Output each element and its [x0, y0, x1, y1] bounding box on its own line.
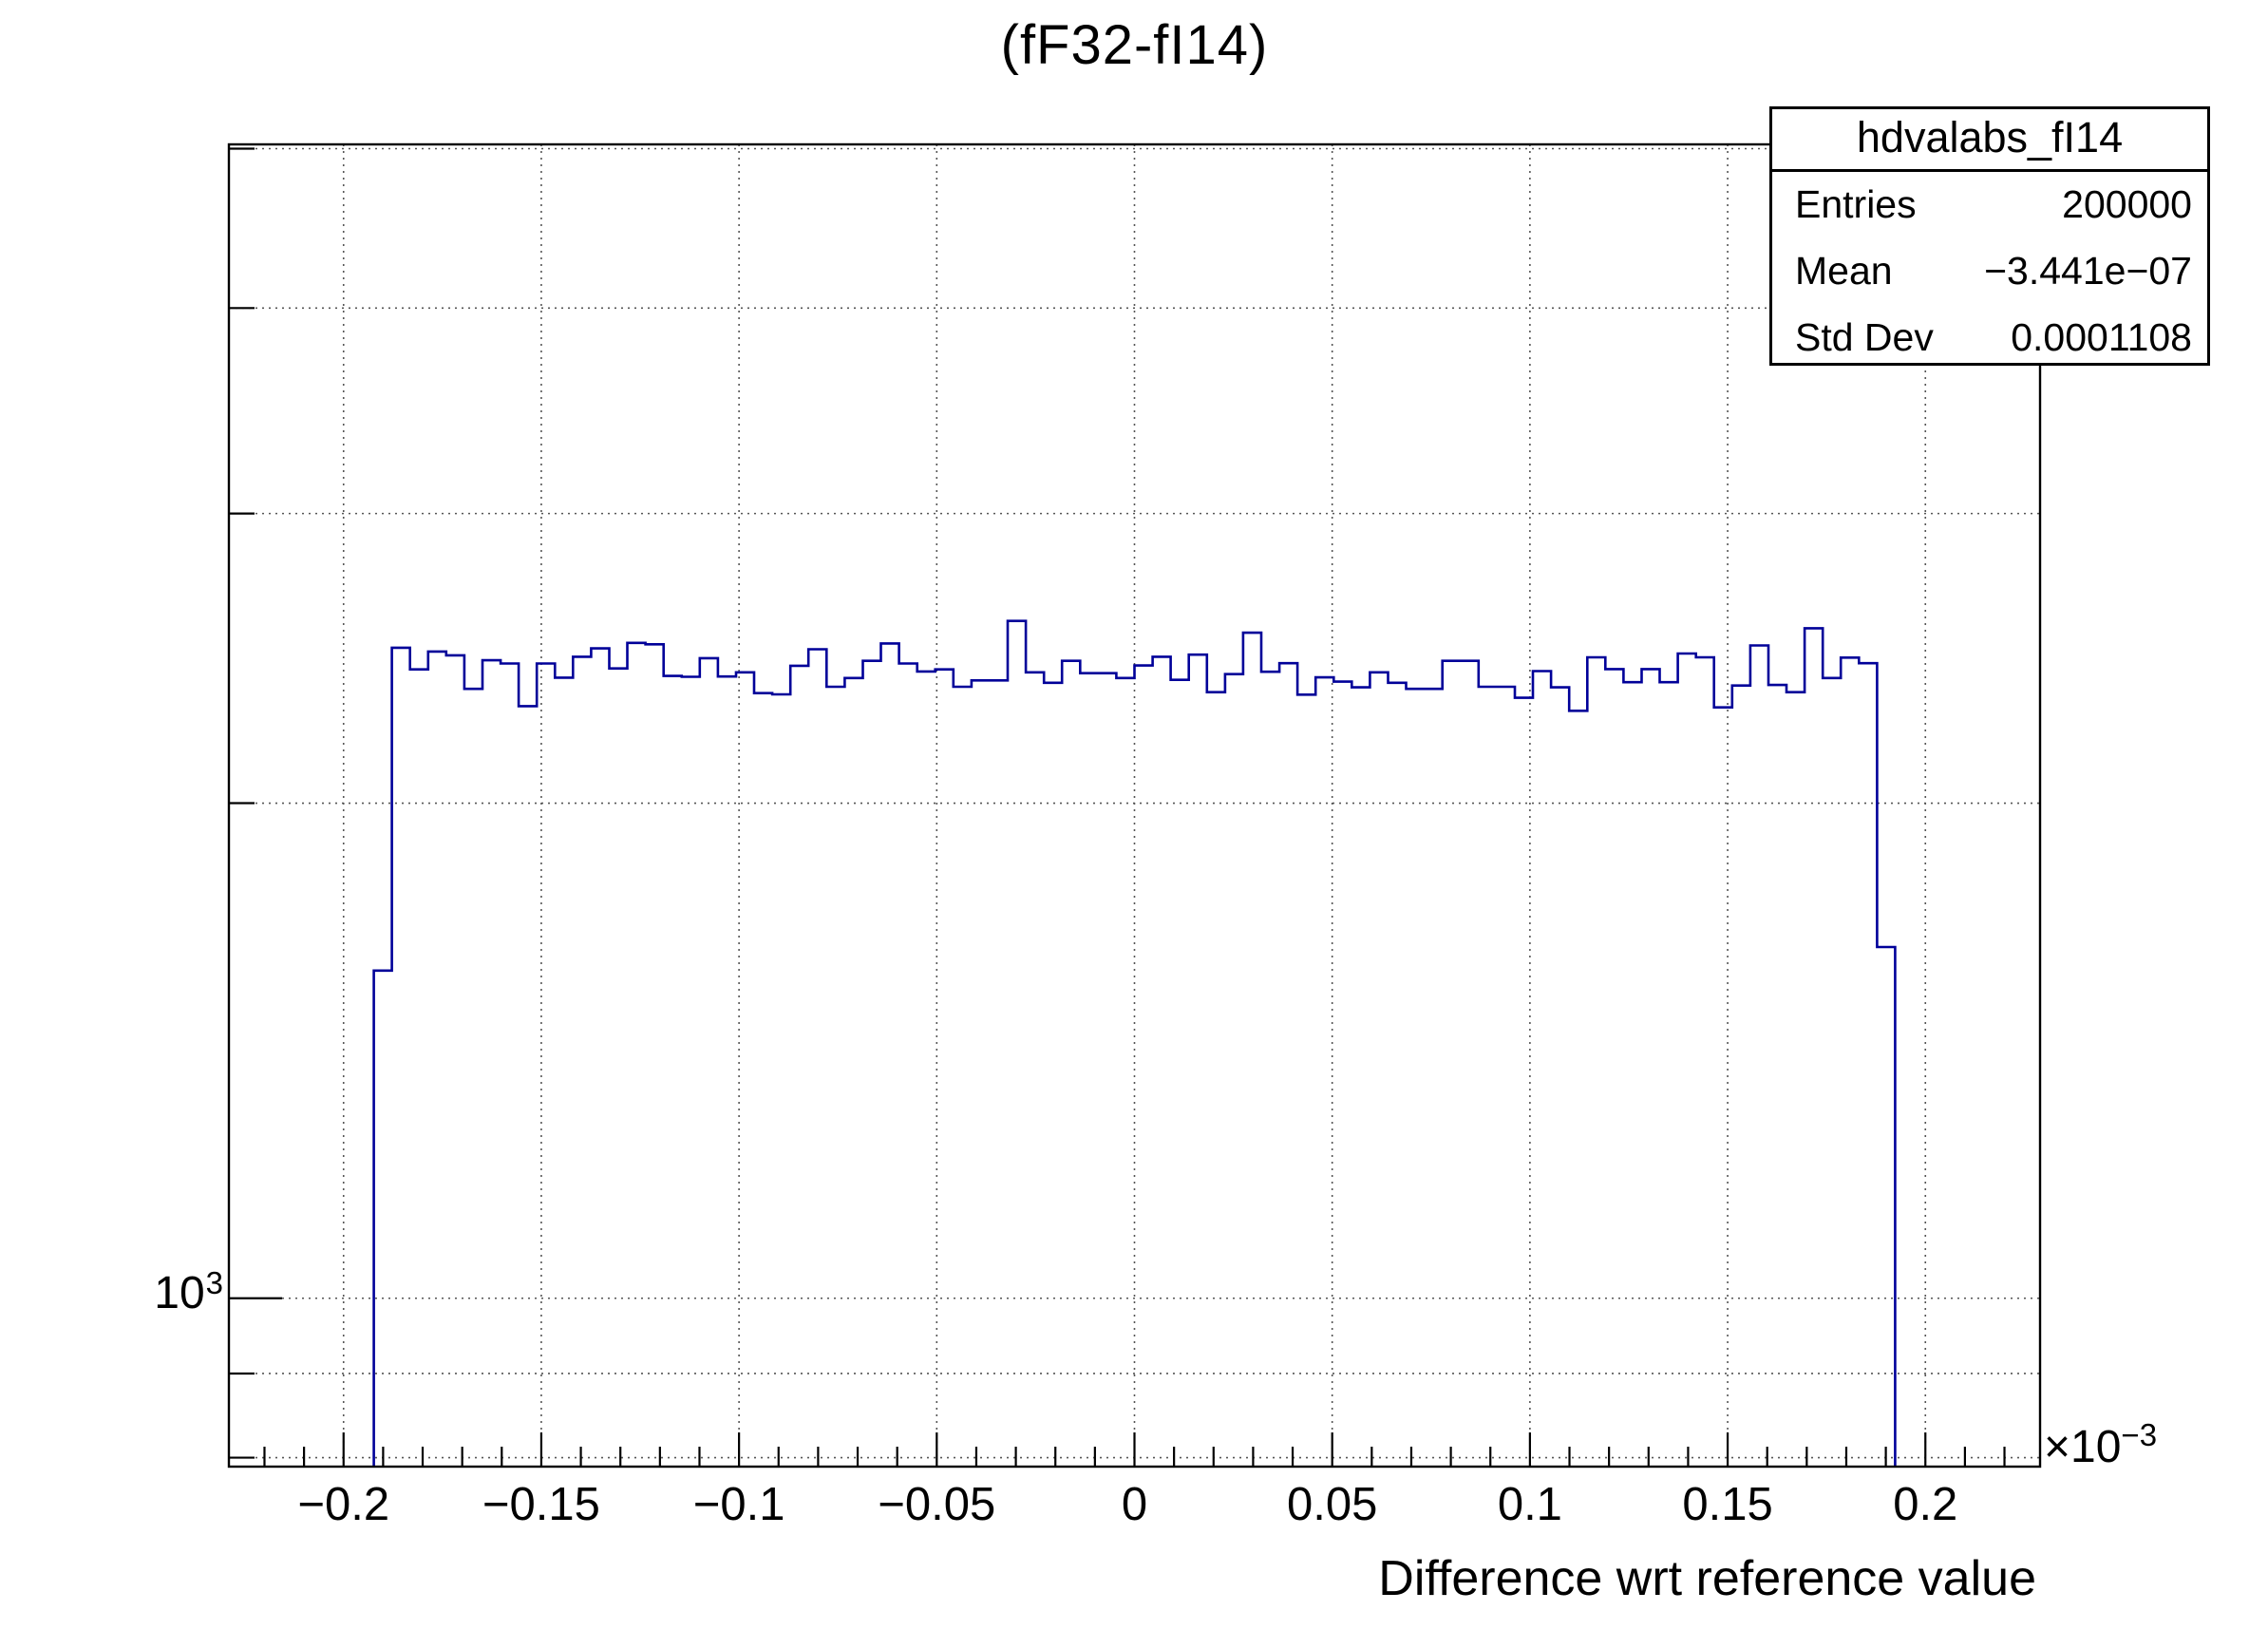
gridlines	[229, 144, 2040, 1467]
stats-label: Mean	[1795, 248, 1893, 293]
stats-box-rows: Entries 200000 Mean −3.441e−07 Std Dev 0…	[1772, 172, 2207, 369]
x-axis-title: Difference wrt reference value	[1378, 1551, 2036, 1606]
histogram-line	[372, 619, 1897, 1467]
y-tick-exponent: 3	[205, 1265, 223, 1300]
stats-row-stddev: Std Dev 0.0001108	[1795, 313, 2192, 363]
x-axis-multiplier: ×10−3	[2044, 1419, 2157, 1470]
x-tick-label: 0.15	[1682, 1479, 1773, 1530]
histogram	[372, 619, 1897, 1467]
y-axis-tick-label: 103	[95, 1265, 223, 1318]
x-multiplier-exponent: −3	[2121, 1417, 2158, 1452]
y-tick-base: 10	[154, 1268, 205, 1318]
stats-label: Std Dev	[1795, 314, 1934, 359]
x-tick-label: −0.1	[692, 1479, 785, 1530]
x-tick-label: −0.2	[297, 1479, 390, 1530]
chart-title: (fF32-fI14)	[1000, 14, 1269, 76]
stats-value: 200000	[2062, 182, 2192, 226]
x-tick-label: 0	[1121, 1479, 1148, 1530]
axis-ticks	[229, 147, 2006, 1467]
x-multiplier-base: ×10	[2044, 1422, 2122, 1472]
x-tick-label: 0.05	[1287, 1479, 1378, 1530]
x-tick-label: −0.15	[482, 1479, 600, 1530]
stats-box: hdvalabs_fI14 Entries 200000 Mean −3.441…	[1769, 106, 2210, 366]
x-tick-label: 0.2	[1893, 1479, 1958, 1530]
stats-label: Entries	[1795, 182, 1917, 226]
stats-value: 0.0001108	[2011, 314, 2192, 359]
stats-box-title: hdvalabs_fI14	[1772, 109, 2207, 172]
x-tick-label: −0.05	[878, 1479, 996, 1530]
stats-row-entries: Entries 200000	[1795, 180, 2192, 230]
stats-row-mean: Mean −3.441e−07	[1795, 246, 2192, 296]
x-tick-label: 0.1	[1497, 1479, 1562, 1530]
stats-value: −3.441e−07	[1984, 248, 2192, 293]
